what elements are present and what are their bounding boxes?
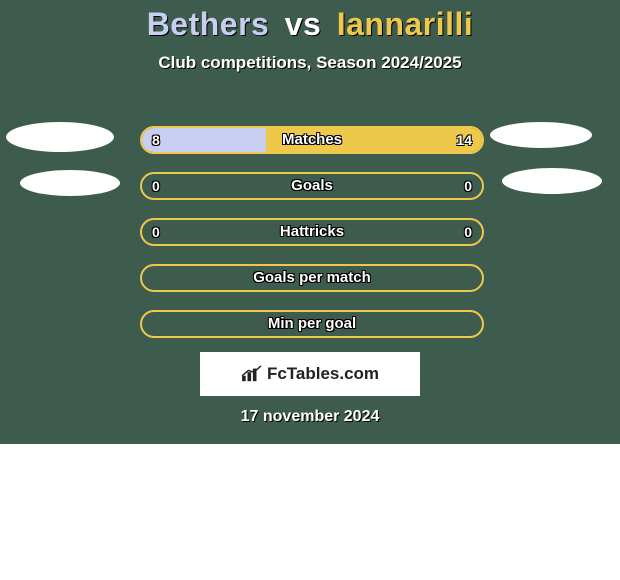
stat-label: Goals per match: [142, 266, 482, 290]
stat-label: Hattricks: [142, 220, 482, 244]
player1-ellipse: [20, 170, 120, 196]
player2-ellipse: [502, 168, 602, 194]
barchart-icon: [241, 365, 263, 383]
title-player1: Bethers: [147, 6, 270, 42]
player1-ellipse: [6, 122, 114, 152]
stat-row: Min per goal: [0, 302, 620, 348]
stat-bar: Min per goal: [140, 310, 484, 338]
stat-row: 0 0Hattricks: [0, 210, 620, 256]
subtitle: Club competitions, Season 2024/2025: [0, 53, 620, 73]
title: Bethers vs Iannarilli: [0, 0, 620, 43]
stat-row: 814Matches: [0, 118, 620, 164]
stat-bar: Goals per match: [140, 264, 484, 292]
title-vs: vs: [285, 6, 322, 42]
stat-left-value: 0: [142, 174, 170, 198]
stat-left-value: 0: [142, 220, 170, 244]
stat-row: 0 0Goals: [0, 164, 620, 210]
brand-box: FcTables.com: [200, 352, 420, 396]
stat-right-value: 14: [446, 128, 482, 152]
stat-bar: 0 0Hattricks: [140, 218, 484, 246]
stat-rows: 814Matches00Goals00HattricksGoals per ma…: [0, 118, 620, 348]
player2-ellipse: [490, 122, 592, 148]
stat-label: Goals: [142, 174, 482, 198]
stat-row: Goals per match: [0, 256, 620, 302]
date-label: 17 november 2024: [0, 408, 620, 426]
title-player2: Iannarilli: [337, 6, 474, 42]
infographic-panel: Bethers vs Iannarilli Club competitions,…: [0, 0, 620, 444]
stat-right-value: 0: [454, 220, 482, 244]
brand-text: FcTables.com: [241, 364, 379, 384]
stat-right-value: 0: [454, 174, 482, 198]
stat-bar: 814Matches: [140, 126, 484, 154]
stat-bar: 0 0Goals: [140, 172, 484, 200]
stat-left-value: 8: [142, 128, 170, 152]
brand-label: FcTables.com: [267, 364, 379, 384]
stat-label: Min per goal: [142, 312, 482, 336]
